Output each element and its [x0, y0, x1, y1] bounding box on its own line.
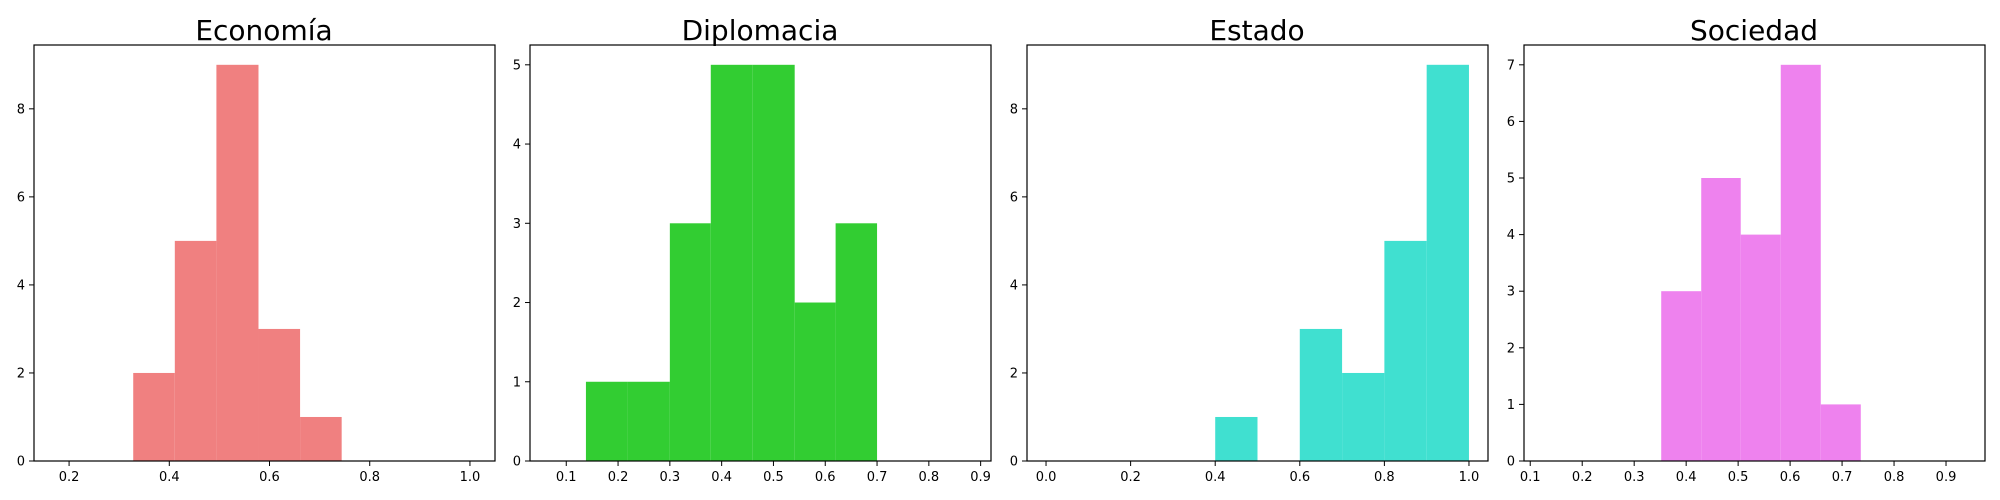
x-tick-label: 0.7 — [867, 470, 888, 485]
histogram-bar — [585, 381, 628, 461]
y-tick-label: 1 — [513, 375, 521, 390]
histogram-bar — [1342, 372, 1385, 461]
x-tick-label: 0.5 — [1728, 470, 1749, 485]
panel-title: Estado — [1209, 14, 1304, 47]
x-tick-label: 0.3 — [1624, 470, 1645, 485]
x-tick-label: 0.5 — [763, 470, 784, 485]
y-tick-label: 6 — [1507, 115, 1515, 130]
x-tick-label: 0.4 — [159, 470, 180, 485]
y-tick-label: 8 — [1010, 102, 1018, 117]
y-tick-label: 4 — [513, 138, 521, 153]
histogram-bar — [300, 416, 342, 461]
y-tick-label: 7 — [1507, 58, 1515, 73]
histogram-bar — [1215, 416, 1258, 461]
y-tick-label: 2 — [17, 366, 25, 381]
x-tick-label: 0.8 — [359, 470, 380, 485]
x-tick-label: 0.7 — [1832, 470, 1853, 485]
y-tick-label: 5 — [513, 58, 521, 73]
histogram-bar — [1661, 291, 1702, 461]
y-tick-label: 6 — [1010, 190, 1018, 205]
plot-frame — [1026, 44, 1489, 462]
histogram-bar — [752, 64, 795, 461]
y-tick-label: 2 — [1010, 366, 1018, 381]
x-tick-label: 1.0 — [1459, 470, 1480, 485]
x-tick-label: 0.8 — [918, 470, 939, 485]
histogram-bar — [1820, 404, 1861, 461]
histogram-bar — [1740, 234, 1781, 461]
x-tick-label: 0.4 — [1205, 470, 1226, 485]
y-tick-label: 0 — [1010, 455, 1018, 470]
histogram-bar — [1384, 240, 1427, 461]
x-tick-label: 0.8 — [1374, 470, 1395, 485]
histogram-bar — [794, 302, 836, 461]
histogram-bar — [174, 240, 217, 461]
x-tick-label: 0.6 — [1780, 470, 1801, 485]
y-tick-label: 4 — [1507, 228, 1515, 243]
x-tick-label: 0.6 — [259, 470, 280, 485]
plot-frame — [529, 44, 992, 462]
histogram-bar — [133, 372, 175, 461]
x-tick-label: 0.6 — [815, 470, 836, 485]
histogram-bar — [1780, 64, 1821, 461]
x-tick-label: 0.2 — [59, 470, 80, 485]
panel-title: Diplomacia — [682, 14, 839, 47]
y-tick-label: 4 — [17, 278, 25, 293]
x-tick-label: 0.1 — [556, 470, 577, 485]
y-tick-label: 0 — [1507, 455, 1515, 470]
y-tick-label: 0 — [513, 455, 521, 470]
panel-title: Sociedad — [1690, 14, 1818, 47]
x-tick-label: 0.8 — [1884, 470, 1905, 485]
x-tick-label: 0.2 — [1572, 470, 1593, 485]
histogram-bar — [627, 381, 670, 461]
y-tick-label: 4 — [1010, 278, 1018, 293]
panel-title: Economía — [195, 14, 332, 47]
y-tick-label: 3 — [1507, 285, 1515, 300]
histogram-bar — [1299, 328, 1343, 461]
panel-sociedad: Sociedad 0.1 0.2 0.3 0.4 0.5 0.6 0.7 0.8 0.9 0 1 2… — [1507, 14, 1986, 485]
x-tick-label: 0.6 — [1289, 470, 1310, 485]
histogram-bar — [710, 64, 753, 461]
plot-frame — [33, 44, 496, 462]
y-tick-label: 5 — [1507, 172, 1515, 187]
x-tick-label: 0.4 — [711, 470, 732, 485]
x-tick-label: 0.1 — [1520, 470, 1541, 485]
y-tick-label: 6 — [17, 190, 25, 205]
x-tick-label: 0.9 — [1936, 470, 1957, 485]
y-tick-label: 2 — [1507, 341, 1515, 356]
x-tick-label: 0.2 — [1120, 470, 1141, 485]
histogram-bar — [216, 64, 259, 461]
panel-estado: Estado 0.0 0.2 0.4 0.6 0.8 1.0 0 2 4 6 8 — [1010, 14, 1489, 485]
histogram-bar — [1701, 178, 1741, 461]
x-tick-label: 0.4 — [1676, 470, 1697, 485]
histogram-bar — [835, 223, 878, 461]
plot-frame — [1523, 44, 1986, 462]
histogram-bar — [669, 223, 711, 461]
y-tick-label: 0 — [17, 455, 25, 470]
x-tick-label: 0.9 — [970, 470, 991, 485]
x-tick-label: 0.2 — [608, 470, 629, 485]
x-tick-label: 0.0 — [1036, 470, 1057, 485]
panel-economia: Economía 0.2 0.4 0.6 0.8 1.0 0 2 4 6 8 — [17, 14, 496, 485]
x-tick-label: 1.0 — [460, 470, 481, 485]
histogram-bar — [1426, 64, 1469, 461]
y-tick-label: 8 — [17, 102, 25, 117]
panel-diplomacia: Diplomacia 0.1 0.2 0.3 0.4 0.5 0.6 0.7 0.8 0.9 0… — [513, 14, 992, 485]
y-tick-label: 1 — [1507, 398, 1515, 413]
x-tick-label: 0.3 — [660, 470, 681, 485]
histogram-bar — [258, 328, 301, 461]
y-tick-label: 2 — [513, 296, 521, 311]
y-tick-label: 3 — [513, 217, 521, 232]
